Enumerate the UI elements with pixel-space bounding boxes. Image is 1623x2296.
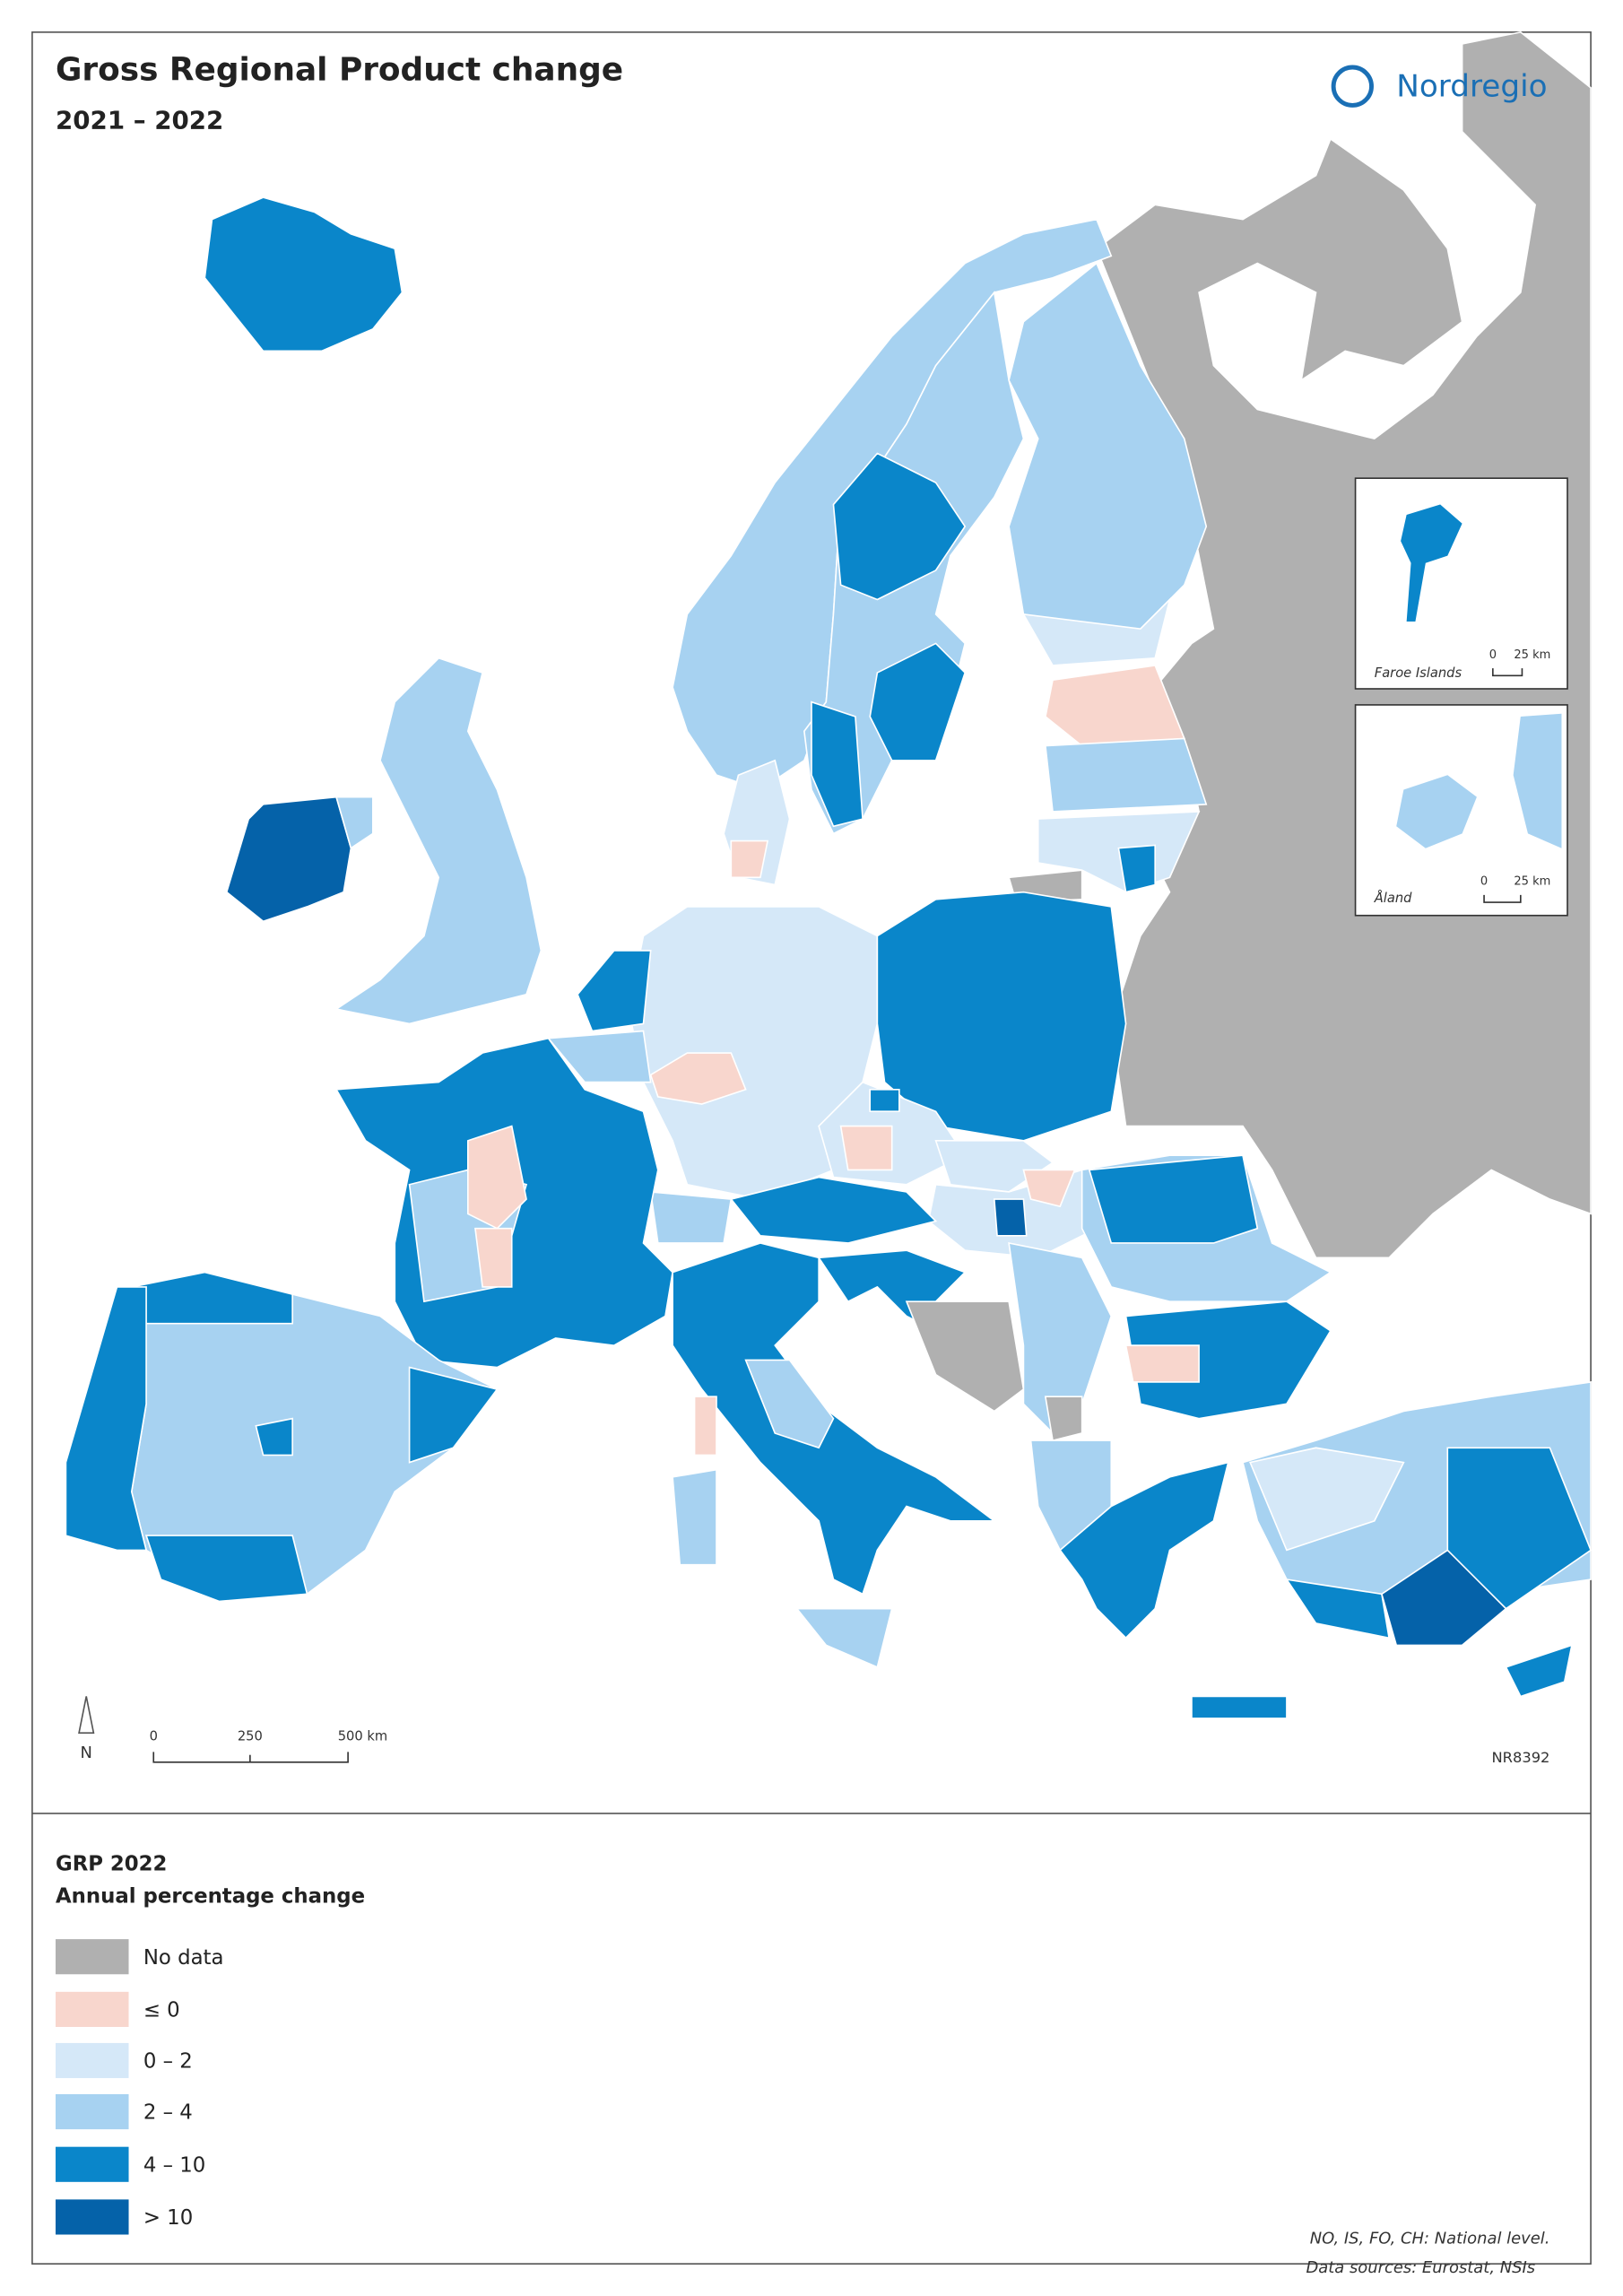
poland (876, 891, 1127, 1142)
map-code: NR8392 (1491, 1749, 1549, 1766)
inset-faroe: Faroe Islands 0 25 km (1354, 477, 1568, 690)
crete (1191, 1695, 1288, 1719)
aland-islands (1396, 775, 1477, 848)
inset-frame (1354, 477, 1568, 690)
legend-label: No data (143, 1946, 224, 1970)
region (993, 1198, 1028, 1237)
scale-label: 0 (1480, 874, 1488, 888)
legend-label: > 10 (143, 2206, 193, 2230)
netherlands (577, 950, 652, 1032)
note: Data sources: Eurostat, NSIs (1306, 2258, 1535, 2277)
aland-islands (1513, 713, 1562, 848)
legend-swatch (55, 2199, 129, 2235)
portugal (65, 1286, 148, 1552)
map (65, 30, 1593, 1719)
montenegro (1044, 1396, 1083, 1442)
region (1088, 1154, 1259, 1244)
scale-bar (1483, 894, 1522, 903)
region (1022, 1169, 1076, 1208)
north-arrow (78, 1696, 95, 1735)
legend-label: 4 – 10 (143, 2153, 205, 2177)
region (255, 1417, 293, 1457)
legend-title: GRP 2022 (56, 1853, 167, 1876)
legend-label: ≤ 0 (143, 1999, 180, 2022)
region (474, 1227, 513, 1288)
austria (729, 1176, 938, 1244)
scale-label: 0 (1489, 648, 1497, 662)
logo-icon (1331, 65, 1374, 108)
legend-swatch (55, 2042, 129, 2079)
title: Gross Regional Product change (56, 52, 623, 89)
logo: Nordregio (1331, 65, 1548, 108)
region (1021, 596, 1171, 666)
region (1124, 1344, 1200, 1383)
greece (1059, 1461, 1229, 1639)
cyprus (1505, 1644, 1573, 1698)
region (811, 700, 864, 828)
legend-swatch (55, 2093, 129, 2130)
region (869, 1088, 900, 1113)
sicily (794, 1607, 893, 1668)
region (649, 1052, 747, 1105)
belgium (546, 1030, 652, 1083)
sardinia (672, 1468, 717, 1566)
legend-label: 2 – 4 (143, 2101, 193, 2125)
iceland (204, 196, 404, 352)
inset-label: Faroe Islands (1375, 665, 1462, 681)
region (144, 1535, 308, 1603)
inset-label: Åland (1374, 891, 1412, 906)
legend: GRP 2022 Annual percentage change No dat… (55, 1853, 365, 2235)
legend-swatch (55, 1939, 129, 1975)
logo-text: Nordregio (1396, 69, 1547, 105)
region (1117, 844, 1156, 893)
region (744, 1359, 835, 1449)
legend-swatch (55, 1991, 129, 2027)
legend-swatch (55, 2146, 129, 2182)
north-label: N (81, 1744, 92, 1762)
region (467, 1125, 527, 1230)
scale-label: 250 (238, 1728, 263, 1744)
scale-label: 500 km (338, 1728, 387, 1744)
northern-ireland (334, 796, 374, 850)
subtitle: 2021 – 2022 (56, 105, 223, 135)
latvia (1044, 737, 1208, 813)
legend-label: 0 – 2 (143, 2050, 193, 2074)
finland (1008, 262, 1208, 645)
inset-aland: Åland 0 25 km (1354, 704, 1568, 917)
region (1446, 1447, 1593, 1610)
region (1249, 1447, 1405, 1552)
region (1380, 1549, 1507, 1647)
region (869, 642, 967, 761)
region (408, 1366, 499, 1464)
scale-bar (1492, 668, 1523, 677)
uk (334, 657, 542, 1025)
corsica (693, 1396, 717, 1457)
scale-label: 25 km (1514, 648, 1550, 662)
region (832, 452, 967, 601)
scale-label: 0 (150, 1728, 158, 1744)
note: NO, IS, FO, CH: National level. (1310, 2229, 1550, 2248)
bulgaria (1124, 1300, 1332, 1420)
region (1285, 1578, 1391, 1639)
scale-label: 25 km (1514, 874, 1550, 888)
region (839, 1125, 893, 1171)
region (730, 839, 769, 879)
bosnia (905, 1300, 1025, 1413)
switzerland (649, 1191, 733, 1244)
legend-subtitle: Annual percentage change (56, 1884, 365, 1908)
faroe-islands (1401, 504, 1462, 622)
